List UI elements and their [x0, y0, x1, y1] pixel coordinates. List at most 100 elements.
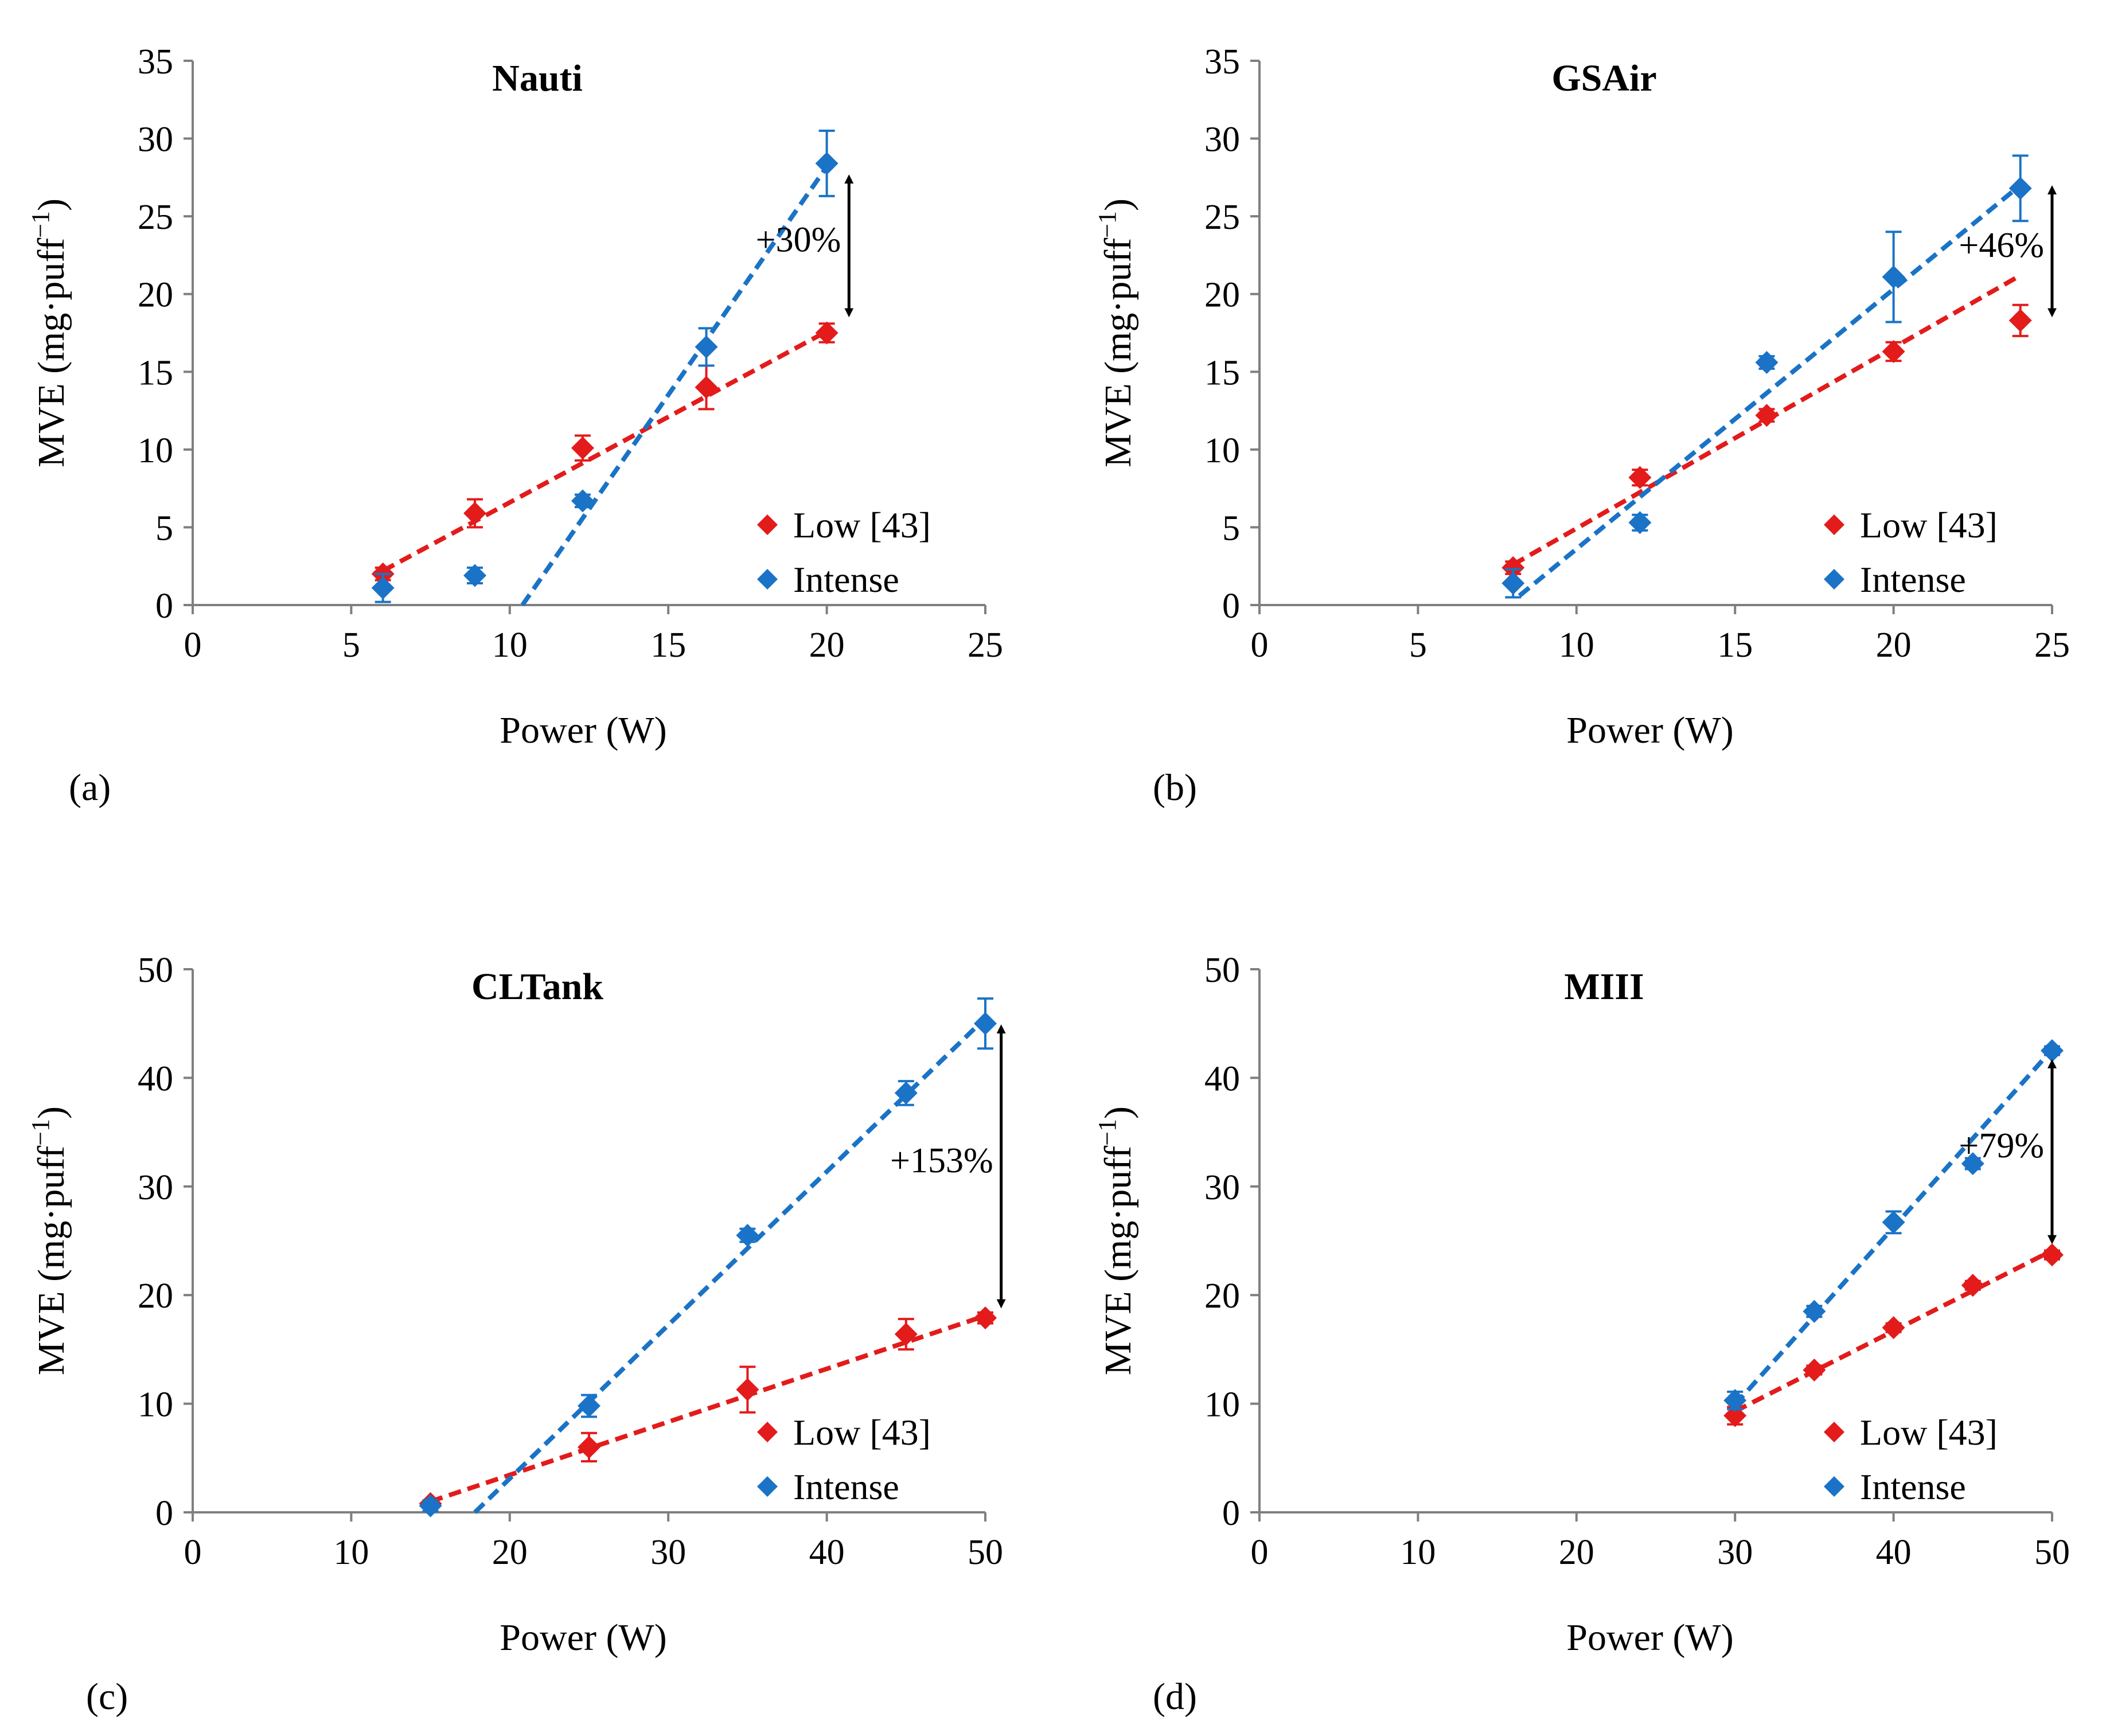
data-point	[974, 1306, 997, 1329]
y-tick-label: 40	[1204, 1059, 1240, 1098]
trend-line	[381, 329, 828, 573]
x-tick-label: 40	[1876, 1533, 1912, 1572]
data-point	[571, 436, 594, 460]
y-axis-label-main: MVE (mg·puff	[1097, 238, 1139, 467]
data-point	[1882, 265, 1905, 288]
y-tick-label: 0	[155, 587, 173, 626]
data-point	[2041, 1243, 2064, 1267]
legend-label: Low [43]	[793, 505, 931, 545]
legend-marker	[757, 1476, 778, 1497]
y-axis-label-main: MVE (mg·puff	[30, 1146, 72, 1375]
data-point	[1723, 1388, 1747, 1412]
legend-marker	[757, 569, 778, 590]
data-point	[1628, 511, 1652, 535]
y-axis-label-exp: −1	[26, 1119, 54, 1146]
data-point	[571, 489, 594, 513]
x-tick-label: 5	[342, 626, 360, 665]
x-axis-label: Power (W)	[500, 709, 666, 751]
y-axis-label-main: MVE (mg·puff	[30, 238, 72, 467]
y-tick-label: 10	[1204, 431, 1240, 470]
chart-title: MIII	[1564, 966, 1644, 1008]
series-intense	[1501, 154, 2032, 599]
trend-line	[1518, 183, 2022, 598]
legend-marker	[1824, 1476, 1844, 1497]
y-tick-label: 25	[138, 198, 173, 237]
x-tick-label: 50	[968, 1533, 1003, 1572]
data-point	[736, 1378, 759, 1401]
difference-label: +46%	[1959, 226, 2044, 265]
y-axis-label-close: )	[30, 198, 72, 211]
y-axis-label: MVE (mg·puff−1)	[26, 1106, 72, 1375]
y-axis-label-close: )	[30, 1106, 72, 1119]
y-axis-label-close: )	[1097, 198, 1139, 211]
data-point	[578, 1394, 600, 1418]
y-tick-label: 20	[138, 1277, 173, 1316]
chart-panel-2: 0 5 10 15 20 25 30 35 0 5 10 15 20 25 GSAir Power (W) MV…	[1093, 42, 2070, 809]
y-tick-label: 30	[138, 1168, 173, 1207]
data-point	[1755, 351, 1779, 374]
y-axis-label-close: )	[1097, 1106, 1139, 1119]
y-tick-label: 15	[138, 353, 173, 392]
legend-label: Intense	[793, 1466, 899, 1507]
legend-marker	[1824, 1422, 1844, 1442]
x-tick-label: 20	[1559, 1533, 1594, 1572]
y-tick-label: 50	[138, 951, 173, 990]
chart-panel-1: 0 5 10 15 20 25 30 35 0 5 10 15 20 25 Nauti Power (W) MV…	[26, 42, 1003, 809]
chart-panel-3: 0 10 20 30 40 50 0 10 20 30 40 50 CLTank Power (W) MVE…	[26, 951, 1006, 1718]
y-tick-label: 10	[1204, 1386, 1240, 1425]
data-point	[1803, 1300, 1826, 1323]
data-point	[1803, 1358, 1826, 1382]
legend-label: Intense	[1860, 1466, 1966, 1507]
series-intense	[419, 997, 997, 1517]
y-tick-label: 30	[1204, 120, 1240, 159]
data-point	[2008, 177, 2032, 200]
y-tick-label: 5	[1222, 509, 1240, 548]
x-tick-label: 0	[184, 1533, 202, 1572]
y-tick-label: 30	[138, 120, 173, 159]
data-point	[2041, 1039, 2064, 1063]
y-tick-label: 0	[155, 1494, 173, 1533]
trend-line	[520, 165, 829, 607]
x-axis-label: Power (W)	[1566, 709, 1733, 751]
y-tick-label: 5	[155, 509, 173, 548]
data-point	[1882, 340, 1905, 364]
series-intense	[371, 130, 838, 607]
panel-label: (d)	[1153, 1676, 1197, 1718]
legend-marker	[1824, 514, 1844, 535]
y-tick-label: 10	[138, 431, 173, 470]
y-tick-label: 40	[138, 1059, 173, 1098]
trend-line	[473, 1016, 987, 1514]
x-tick-label: 15	[1717, 626, 1753, 665]
trend-line	[430, 1313, 986, 1504]
x-tick-label: 25	[968, 626, 1003, 665]
data-point	[1882, 1211, 1905, 1234]
x-tick-label: 10	[1400, 1533, 1436, 1572]
y-axis-label: MVE (mg·puff−1)	[26, 198, 72, 467]
legend-label: Low [43]	[793, 1412, 931, 1453]
legend-label: Intense	[793, 559, 899, 600]
data-point	[1501, 556, 1525, 579]
panel-label: (b)	[1153, 767, 1197, 809]
y-tick-label: 0	[1222, 1494, 1240, 1533]
x-tick-label: 10	[1559, 626, 1594, 665]
y-axis-label-exp: −1	[1093, 1119, 1121, 1146]
difference-label: +79%	[1959, 1126, 2044, 1165]
chart-title: CLTank	[471, 966, 603, 1008]
y-axis-label: MVE (mg·puff−1)	[1093, 1106, 1139, 1375]
data-point	[419, 1494, 442, 1517]
y-tick-label: 0	[1222, 587, 1240, 626]
data-point	[695, 376, 718, 399]
x-axis-label: Power (W)	[1566, 1617, 1733, 1659]
data-point	[815, 321, 838, 345]
y-tick-label: 30	[1204, 1168, 1240, 1207]
x-tick-label: 10	[492, 626, 528, 665]
x-tick-label: 30	[650, 1533, 686, 1572]
panel-label: (c)	[86, 1676, 128, 1718]
data-point	[815, 151, 838, 175]
y-tick-label: 10	[138, 1386, 173, 1425]
x-tick-label: 50	[2034, 1533, 2070, 1572]
x-tick-label: 20	[1876, 626, 1912, 665]
x-tick-label: 0	[184, 626, 202, 665]
y-tick-label: 20	[1204, 276, 1240, 315]
